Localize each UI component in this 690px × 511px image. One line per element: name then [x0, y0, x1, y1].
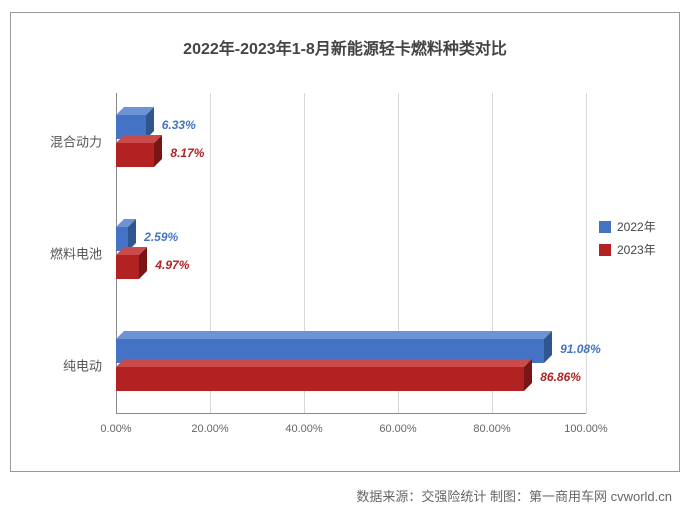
- legend-item: 2022年: [599, 218, 656, 235]
- bar-value-label: 4.97%: [155, 258, 189, 272]
- bar: [116, 255, 139, 279]
- category-label: 混合动力: [22, 132, 102, 151]
- x-tick-label: 20.00%: [191, 423, 228, 435]
- legend-label: 2023年: [617, 241, 656, 258]
- image-frame: 2022年-2023年1-8月新能源轻卡燃料种类对比 0.00%20.00%40…: [0, 0, 690, 511]
- legend: 2022年 2023年: [599, 218, 656, 264]
- x-tick-label: 80.00%: [473, 423, 510, 435]
- gridline: [586, 93, 587, 413]
- plot-area: 0.00%20.00%40.00%60.00%80.00%100.00%混合动力…: [116, 93, 586, 413]
- chart-title: 2022年-2023年1-8月新能源轻卡燃料种类对比: [11, 35, 679, 59]
- x-tick-label: 0.00%: [100, 423, 131, 435]
- x-axis-line: [116, 413, 586, 414]
- x-tick-label: 40.00%: [285, 423, 322, 435]
- legend-label: 2022年: [617, 218, 656, 235]
- bar: [116, 143, 154, 167]
- bar-value-label: 2.59%: [144, 230, 178, 244]
- source-caption: 数据来源：交强险统计 制图：第一商用车网 cvworld.cn: [356, 486, 672, 505]
- chart-box: 2022年-2023年1-8月新能源轻卡燃料种类对比 0.00%20.00%40…: [10, 12, 680, 472]
- bar-value-label: 91.08%: [560, 342, 601, 356]
- x-tick-label: 100.00%: [564, 423, 607, 435]
- legend-swatch: [599, 221, 611, 233]
- bar-value-label: 8.17%: [170, 146, 204, 160]
- bar-value-label: 6.33%: [162, 118, 196, 132]
- legend-swatch: [599, 244, 611, 256]
- legend-item: 2023年: [599, 241, 656, 258]
- bar-value-label: 86.86%: [540, 370, 581, 384]
- category-label: 纯电动: [22, 356, 102, 375]
- category-label: 燃料电池: [22, 244, 102, 263]
- bar: [116, 367, 524, 391]
- x-tick-label: 60.00%: [379, 423, 416, 435]
